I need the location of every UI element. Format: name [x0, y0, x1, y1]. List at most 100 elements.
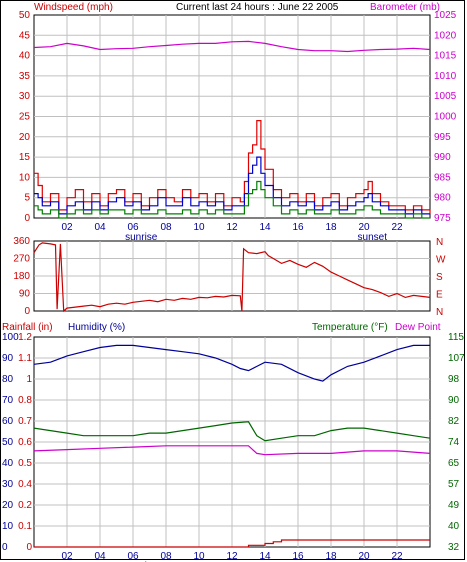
windspeed-tick-label: 30	[19, 91, 31, 102]
windspeed-tick-label: 20	[19, 132, 31, 143]
rainfall-tick-label: 1.1	[18, 353, 32, 364]
temperature-tick-label: 74	[448, 437, 460, 448]
humidity-tick-label: 80	[2, 374, 14, 385]
windspeed-tick-label: 25	[19, 112, 31, 123]
hour-tick-label: 18	[325, 551, 337, 562]
direction-compass-tick-label: W	[436, 255, 446, 266]
hour-tick-label: 08	[160, 222, 172, 233]
rainfall-tick-label: 0.4	[18, 479, 32, 490]
temperature-tick-label: 65	[448, 458, 460, 469]
wind-direction-series	[33, 242, 431, 313]
humidity-tick-label: 50	[2, 437, 14, 448]
hour-tick-label: 10	[193, 222, 205, 233]
humidity-tick-label: 90	[2, 353, 14, 364]
rainfall-tick-label: 0.1	[18, 521, 32, 532]
barometer-tick-label: 1010	[434, 71, 457, 82]
hour-tick-label: 06	[127, 222, 139, 233]
barometer-tick-label: 1015	[434, 51, 457, 62]
barometer-tick-label: 980	[434, 193, 451, 204]
direction-degree-tick-label: 180	[13, 271, 30, 282]
windspeed-tick-label: 15	[19, 152, 31, 163]
hour-tick-label: 14	[259, 222, 271, 233]
direction-degree-tick-label: 360	[13, 236, 30, 247]
rainfall-tick-label: 0.2	[18, 500, 32, 511]
chart-title: Current last 24 hours : June 22 2005	[176, 2, 339, 13]
windspeed-tick-label: 5	[24, 193, 30, 204]
windspeed-axis-label: Windspeed (mph)	[34, 2, 113, 13]
hour-tick-label: 14	[259, 551, 271, 562]
rainfall-tick-label: 0.5	[18, 458, 32, 469]
direction-degree-tick-label: 90	[19, 289, 31, 300]
dewpoint-series	[33, 445, 431, 456]
wind-gust-series	[34, 119, 431, 214]
humidity-tick-label: 20	[2, 500, 14, 511]
humidity-tick-label: 70	[2, 395, 14, 406]
temperature-tick-label: 49	[448, 500, 460, 511]
direction-compass-tick-label: E	[436, 290, 443, 301]
direction-degree-tick-label: 270	[13, 254, 30, 265]
hour-tick-label: 02	[61, 551, 73, 562]
hour-tick-label: 22	[391, 222, 403, 233]
temperature-tick-label: 98	[448, 374, 460, 385]
barometer-tick-label: 1025	[434, 10, 457, 21]
humidity-tick-label: 100	[2, 332, 19, 343]
windspeed-tick-label: 0	[24, 213, 30, 224]
hour-tick-label: 08	[160, 551, 172, 562]
windspeed-tick-label: 50	[19, 10, 31, 21]
rainfall-axis-label: Rainfall (in)	[2, 322, 53, 333]
sunset-label: sunset	[358, 232, 388, 243]
temperature-tick-label: 32	[448, 542, 460, 553]
humidity-tick-label: 60	[2, 416, 14, 427]
barometer-tick-label: 990	[434, 152, 451, 163]
temperature-tick-label: 82	[448, 416, 460, 427]
hour-tick-label: 20	[358, 222, 370, 233]
humidity-tick-label: 30	[2, 479, 14, 490]
humidity-axis-label: Humidity (%)	[68, 322, 125, 333]
barometer-series	[33, 40, 431, 53]
windspeed-tick-label: 10	[19, 172, 31, 183]
direction-compass-tick-label: N	[436, 237, 443, 248]
barometer-axis-label: Barometer (mb)	[370, 2, 440, 13]
direction-compass-tick-label: N	[436, 307, 443, 318]
temperature-tick-label: 90	[448, 395, 460, 406]
windspeed-tick-label: 40	[19, 51, 31, 62]
direction-compass-tick-label: S	[436, 272, 443, 283]
barometer-tick-label: 995	[434, 132, 451, 143]
wind-low-series	[34, 180, 430, 219]
humidity-tick-label: 10	[2, 521, 14, 532]
temperature-tick-label: 107	[448, 353, 465, 364]
hour-tick-label: 02	[61, 222, 73, 233]
humidity-tick-label: 0	[2, 542, 8, 553]
barometer-tick-label: 1020	[434, 30, 457, 41]
temperature-tick-label: 57	[448, 479, 460, 490]
rainfall-tick-label: 0	[26, 542, 32, 553]
hour-tick-label: 22	[391, 551, 403, 562]
hour-tick-label: 18	[325, 222, 337, 233]
hour-tick-label: 10	[193, 551, 205, 562]
hour-tick-label: 04	[94, 551, 106, 562]
hour-tick-label: 04	[94, 222, 106, 233]
tick-label-layer: 0510152025303540455097598098599099510001…	[2, 10, 465, 562]
temperature-tick-label: 40	[448, 521, 460, 532]
barometer-tick-label: 1000	[434, 112, 457, 123]
windspeed-tick-label: 35	[19, 71, 31, 82]
hour-tick-label: 16	[292, 222, 304, 233]
temperature-tick-label: 115	[448, 332, 464, 343]
rainfall-tick-label: 0.6	[18, 437, 32, 448]
humidity-series	[33, 344, 430, 382]
hour-tick-label: 12	[226, 222, 238, 233]
rainfall-series	[34, 539, 430, 548]
hour-tick-label: 12	[226, 551, 238, 562]
data-layer	[33, 40, 431, 548]
barometer-tick-label: 1005	[434, 91, 457, 102]
hour-tick-label: 06	[127, 551, 139, 562]
rainfall-tick-label: 0.8	[18, 395, 32, 406]
barometer-tick-label: 975	[434, 213, 451, 224]
humidity-tick-label: 40	[2, 458, 14, 469]
hour-tick-label: 16	[292, 551, 304, 562]
sunrise-label: sunrise	[125, 232, 158, 243]
dewpoint-axis-label: Dew Point	[395, 322, 441, 333]
rainfall-tick-label: 1.2	[18, 332, 32, 343]
